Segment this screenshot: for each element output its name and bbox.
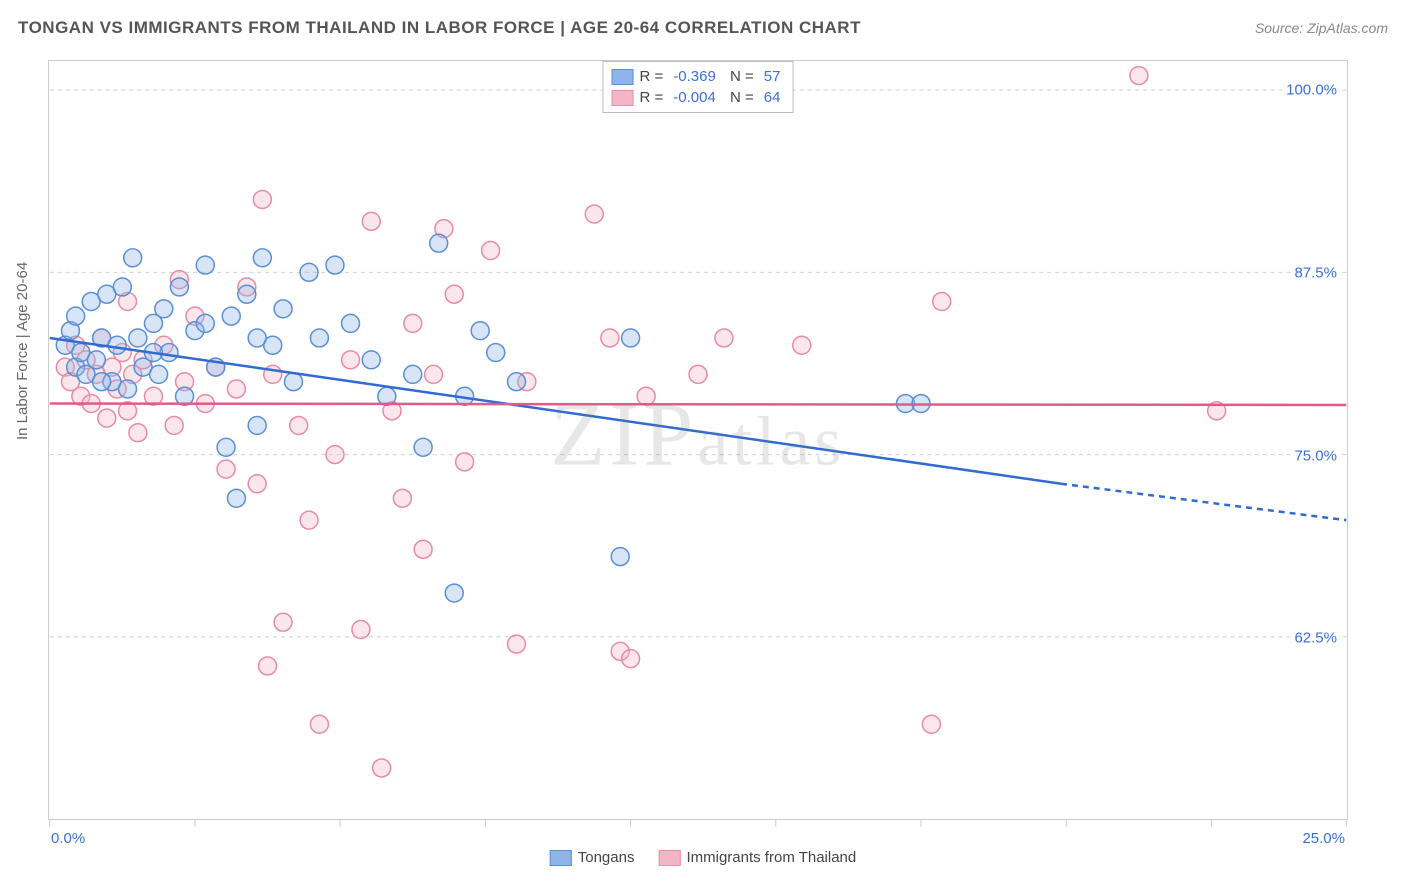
- legend-row-thailand: R = -0.004 N = 64: [612, 87, 785, 108]
- legend-row-tongans: R = -0.369 N = 57: [612, 66, 785, 87]
- y-tick-label: 100.0%: [1284, 82, 1339, 99]
- r-label: R =: [640, 68, 664, 85]
- n-label: N =: [726, 89, 754, 106]
- swatch-blue: [612, 69, 634, 85]
- y-tick-label: 87.5%: [1292, 264, 1339, 281]
- swatch-blue: [550, 850, 572, 866]
- series-legend: Tongans Immigrants from Thailand: [550, 826, 857, 889]
- legend-label: Tongans: [578, 849, 635, 866]
- scatter-plot: ZIPatlas R = -0.369 N = 57 R = -0.004 N …: [48, 60, 1348, 820]
- correlation-legend: R = -0.369 N = 57 R = -0.004 N = 64: [603, 61, 794, 113]
- r-value-tongans: -0.369: [673, 68, 716, 85]
- y-tick-label: 75.0%: [1292, 447, 1339, 464]
- n-value-tongans: 57: [764, 68, 781, 85]
- legend-item-thailand: Immigrants from Thailand: [658, 849, 856, 866]
- x-tick-label-max: 25.0%: [1302, 830, 1345, 847]
- swatch-pink: [658, 850, 680, 866]
- chart-canvas: [49, 61, 1347, 819]
- n-label: N =: [726, 68, 754, 85]
- legend-item-tongans: Tongans: [550, 849, 635, 866]
- x-tick-label-min: 0.0%: [51, 830, 85, 847]
- source-attribution: Source: ZipAtlas.com: [1255, 20, 1388, 36]
- n-value-thailand: 64: [764, 89, 781, 106]
- chart-title: TONGAN VS IMMIGRANTS FROM THAILAND IN LA…: [18, 18, 861, 38]
- legend-label: Immigrants from Thailand: [686, 849, 856, 866]
- y-axis-label: In Labor Force | Age 20-64: [14, 262, 31, 440]
- swatch-pink: [612, 90, 634, 106]
- r-label: R =: [640, 89, 664, 106]
- title-bar: TONGAN VS IMMIGRANTS FROM THAILAND IN LA…: [18, 18, 1388, 38]
- r-value-thailand: -0.004: [673, 89, 716, 106]
- y-tick-label: 62.5%: [1292, 630, 1339, 647]
